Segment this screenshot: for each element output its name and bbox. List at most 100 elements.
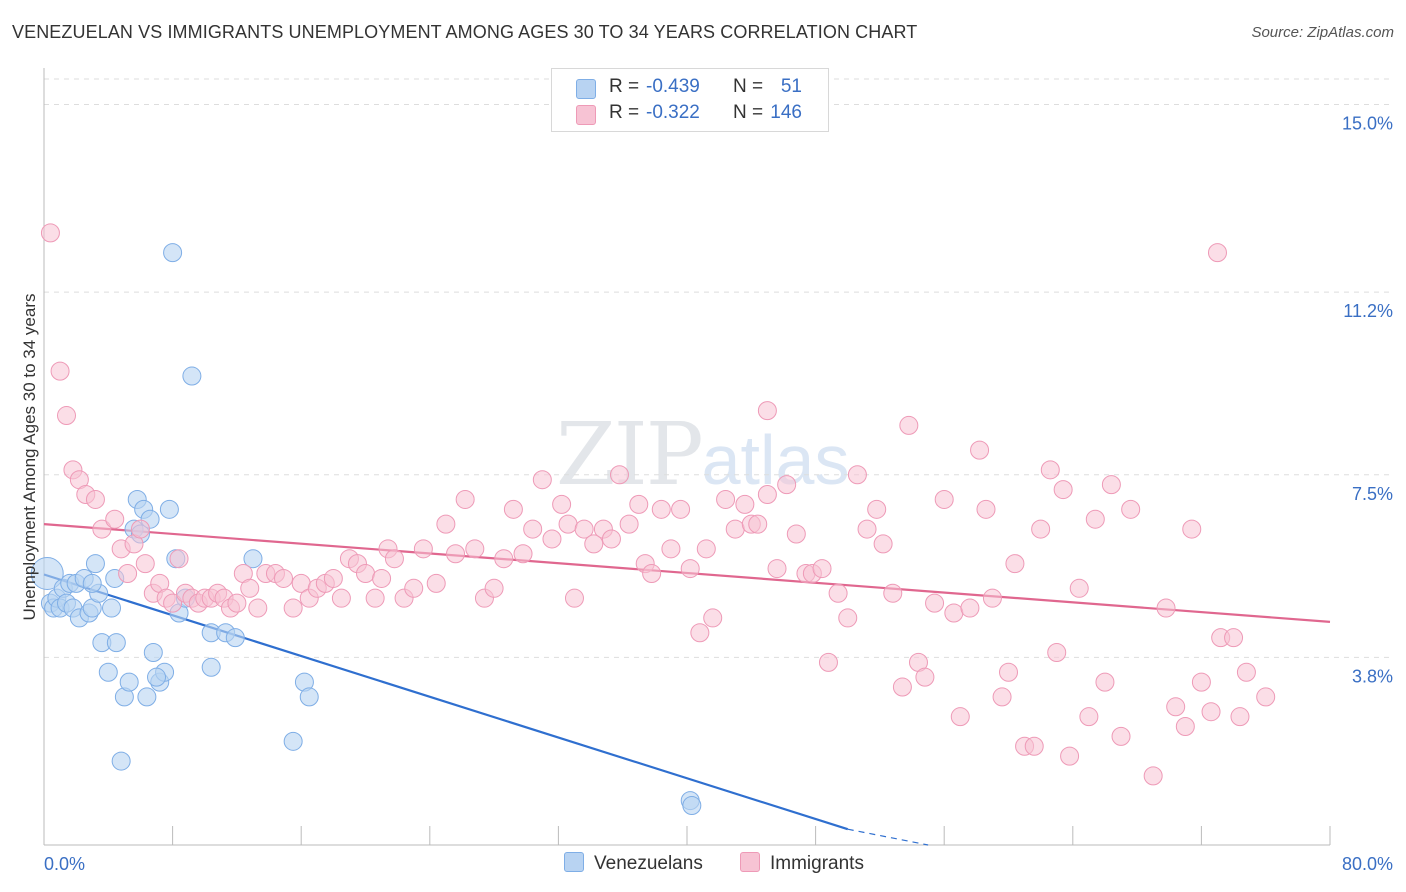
immigrants-point — [1207, 243, 1227, 263]
immigrants-point — [767, 559, 787, 579]
y-tick-label: 15.0% — [1342, 114, 1393, 134]
venezuelans-point — [243, 549, 263, 569]
immigrants-point — [105, 509, 125, 529]
venezuelans-point — [159, 499, 179, 519]
immigrants-point — [619, 514, 639, 534]
bottom-swatch-immigrants — [740, 852, 760, 872]
immigrants-point — [40, 223, 60, 243]
immigrants-point — [558, 514, 578, 534]
immigrants-point — [513, 544, 533, 564]
bottom-legend-label: Venezuelans — [594, 853, 703, 874]
immigrants-point — [1079, 707, 1099, 727]
legend-r-label: R = — [609, 76, 640, 97]
immigrants-point — [992, 687, 1012, 707]
immigrants-point — [777, 475, 797, 495]
venezuelans-point — [137, 687, 157, 707]
immigrants-point — [1256, 687, 1276, 707]
immigrants-point — [838, 608, 858, 628]
tick-labels: 3.8% 7.5% 11.2% 15.0% 0.0% 80.0% — [44, 114, 1393, 874]
immigrants-point — [564, 588, 584, 608]
immigrants-point — [857, 519, 877, 539]
immigrants-point — [601, 529, 621, 549]
watermark: ZIPatlas — [556, 405, 849, 505]
legend-swatch-immigrants — [576, 105, 596, 125]
immigrants-point — [671, 499, 691, 519]
immigrants-point — [629, 494, 649, 514]
immigrants-point — [1005, 554, 1025, 574]
chart-title: VENEZUELAN VS IMMIGRANTS UNEMPLOYMENT AM… — [12, 22, 918, 42]
legend-n-label: N = — [733, 102, 764, 123]
immigrants-point — [85, 489, 105, 509]
immigrants-point — [1085, 509, 1105, 529]
immigrants-point — [413, 539, 433, 559]
immigrants-point — [1121, 499, 1141, 519]
venezuelans-point — [201, 657, 221, 677]
immigrants-point — [169, 549, 189, 569]
immigrants-point — [1060, 746, 1080, 766]
immigrants-point — [999, 662, 1018, 682]
immigrants-point — [1156, 598, 1176, 618]
immigrants-point — [552, 494, 572, 514]
venezuelans-point — [106, 633, 126, 653]
bottom-swatch-venezuelans — [564, 852, 584, 872]
immigrants-point — [1224, 628, 1244, 648]
immigrants-point — [135, 554, 155, 574]
immigrants-point — [609, 465, 629, 485]
venezuelans-point — [682, 796, 702, 816]
immigrants-point — [818, 652, 838, 672]
immigrants-point — [976, 499, 996, 519]
immigrants-point — [899, 415, 919, 435]
immigrants-point — [1143, 766, 1163, 786]
immigrants-point — [934, 489, 954, 509]
immigrants-point — [1166, 697, 1186, 717]
venezuelans-point — [30, 557, 64, 591]
immigrants-point — [503, 499, 523, 519]
immigrants-point — [642, 564, 662, 584]
immigrants-point — [970, 440, 990, 460]
venezuelans-point — [225, 628, 245, 648]
immigrants-point — [532, 470, 552, 490]
immigrants-point — [446, 544, 466, 564]
immigrants-point — [57, 406, 77, 426]
immigrants-point — [372, 568, 392, 588]
y-axis-label: Unemployment Among Ages 30 to 34 years — [20, 293, 39, 621]
immigrants-point — [944, 603, 964, 623]
immigrants-point — [1175, 717, 1195, 737]
immigrants-point — [584, 534, 604, 554]
immigrants-point — [92, 519, 112, 539]
immigrants-point — [1191, 672, 1211, 692]
immigrants-point — [812, 559, 832, 579]
venezuelans-point — [283, 731, 303, 751]
immigrants-point — [680, 559, 700, 579]
venezuelans-point — [143, 642, 163, 662]
immigrants-point — [828, 583, 848, 603]
immigrants-point — [523, 519, 543, 539]
legend-r-value: -0.322 — [646, 102, 700, 123]
x-tick-label: 80.0% — [1342, 854, 1393, 874]
immigrants-point — [227, 593, 247, 613]
immigrants-point — [748, 514, 768, 534]
legend-n-value: 146 — [770, 102, 802, 123]
watermark-zip: ZIP — [556, 405, 704, 505]
legend: R = -0.439 N = 51 R = -0.322 N = 146 — [551, 68, 829, 132]
immigrants-point — [1101, 475, 1121, 495]
immigrants-point — [484, 578, 504, 598]
venezuelans-point — [299, 687, 319, 707]
immigrants-point — [716, 489, 736, 509]
immigrants-point — [356, 564, 375, 584]
immigrants-point — [867, 499, 887, 519]
venezuelans-point — [119, 672, 139, 692]
immigrants-point — [574, 519, 594, 539]
immigrants-point — [455, 489, 475, 509]
immigrants-point — [1040, 460, 1060, 480]
legend-n-label: N = — [733, 76, 764, 97]
bottom-legend-immigrants: Immigrants — [740, 852, 864, 875]
immigrants-point — [542, 529, 562, 549]
legend-swatch-venezuelans — [576, 79, 596, 99]
venezuelans-point — [85, 554, 105, 574]
immigrants-point — [331, 588, 351, 608]
y-tick-label: 7.5% — [1352, 484, 1393, 504]
immigrants-point — [925, 593, 945, 613]
immigrants-point — [436, 514, 456, 534]
watermark-atlas: atlas — [701, 421, 850, 499]
